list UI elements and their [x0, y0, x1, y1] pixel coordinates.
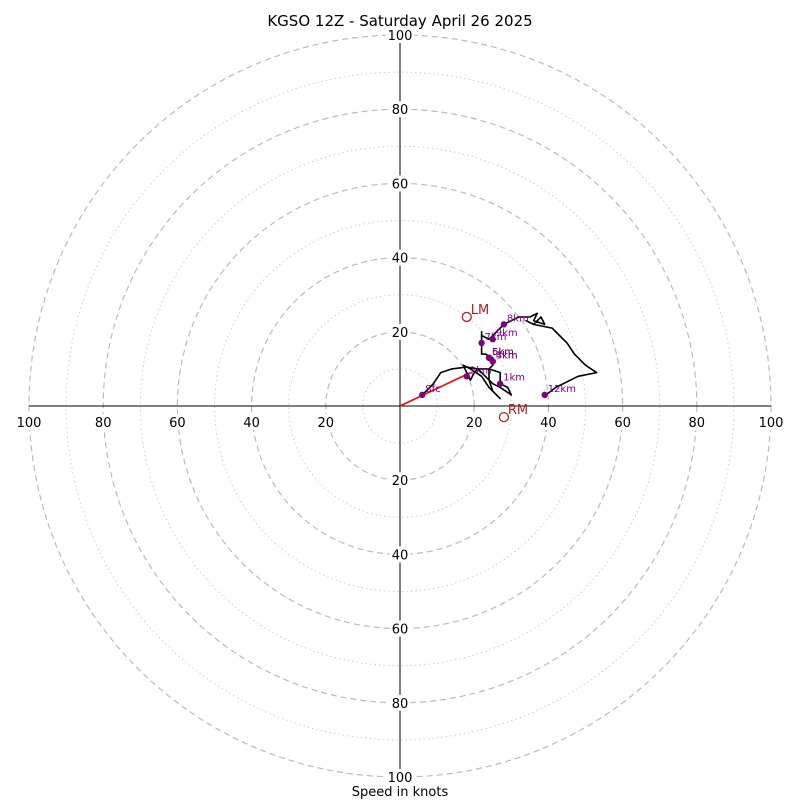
tick-label: 20: [392, 326, 409, 341]
storm-motion-marker: [498, 411, 510, 423]
tick-label-bg: [389, 175, 411, 192]
height-label: 8km: [507, 313, 529, 324]
tick-label-bg: [538, 414, 559, 430]
tick-label-bg: [167, 414, 188, 430]
tick-label-bg: [389, 620, 411, 637]
height-label: 1km: [503, 373, 525, 384]
height-label: 6km: [492, 347, 514, 358]
height-point: [489, 336, 496, 343]
tick-label-bg: [686, 414, 707, 430]
tick-label: 100: [388, 771, 413, 786]
height-label: Sfc: [425, 384, 440, 395]
height-point: [500, 321, 508, 328]
tick-label-bg: [389, 323, 411, 340]
mean-wind-vector: [399, 371, 471, 407]
tick-label: 80: [392, 697, 409, 712]
tick-label: 60: [614, 416, 631, 431]
height-label: 9km: [496, 328, 518, 339]
height-label: 2km: [470, 365, 492, 376]
tick-label-bg: [385, 27, 415, 43]
storm-motion-label: LM: [471, 303, 489, 318]
height-point: [541, 391, 548, 399]
tick-label: 40: [243, 416, 260, 431]
tick-label-bg: [389, 101, 411, 118]
tick-labels: 20 20 20 20 40 40 40 40 60 60 60 60 80 80 80 80 100 100 10…: [14, 27, 786, 786]
tick-label-bg: [389, 546, 411, 563]
height-point: [419, 391, 426, 399]
tick-label-bg: [241, 414, 262, 430]
tick-label-bg: [464, 414, 485, 430]
tick-label-bg: [389, 694, 411, 711]
tick-label: 20: [466, 416, 483, 431]
tick-label: 40: [392, 252, 409, 267]
height-label: 12km: [548, 384, 576, 395]
tick-label: 20: [392, 474, 409, 489]
height-label: 5km: [492, 347, 514, 358]
tick-label: 60: [169, 416, 186, 431]
tick-label-bg: [315, 414, 336, 430]
tick-label-bg: [756, 414, 786, 430]
tick-label-bg: [389, 249, 411, 266]
tick-label-bg: [385, 769, 415, 785]
height-point: [496, 380, 504, 387]
tick-label: 60: [392, 623, 409, 638]
tick-label: 60: [392, 177, 409, 192]
storm-motion-label: RM: [508, 403, 528, 418]
height-label: 7km: [485, 332, 507, 343]
height-point: [463, 373, 470, 380]
x-axis-label: Speed in knots: [352, 785, 449, 800]
tick-label: 100: [17, 416, 42, 431]
tick-label-bg: [389, 472, 411, 489]
tick-label: 40: [540, 416, 557, 431]
tick-label: 80: [95, 416, 112, 431]
height-point: [478, 339, 485, 347]
tick-label-bg: [93, 414, 114, 430]
tick-label: 80: [689, 416, 706, 431]
height-point: [485, 354, 493, 361]
tick-label-bg: [14, 414, 44, 430]
storm-motion-marker: [461, 311, 472, 323]
tick-label-bg: [612, 414, 633, 430]
hodograph-trace: [421, 312, 598, 400]
tick-label: 100: [388, 29, 413, 44]
chart-title: KGSO 12Z - Saturday April 26 2025: [267, 12, 532, 30]
height-label: 3km: [496, 350, 518, 361]
tick-label: 100: [759, 416, 784, 431]
tick-label: 40: [392, 548, 409, 563]
tick-label: 20: [318, 416, 335, 431]
height-label: 4km: [496, 350, 518, 361]
tick-label: 80: [392, 103, 409, 118]
